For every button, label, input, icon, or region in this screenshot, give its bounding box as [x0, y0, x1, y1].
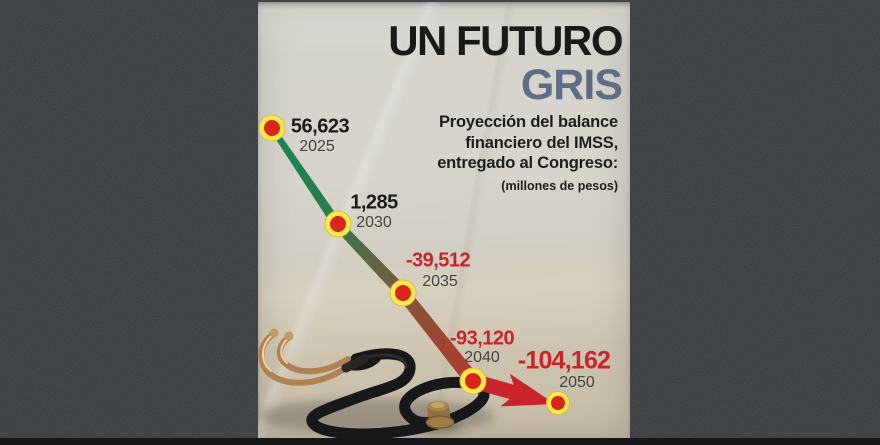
subtitle-line2: financiero del IMSS,	[465, 133, 618, 152]
data-point-markers	[258, 114, 570, 415]
value-label-2035: -39,512	[405, 249, 471, 272]
chestpiece	[425, 401, 455, 429]
bottom-shadow-bar	[0, 438, 880, 445]
year-label-2050: 2050	[559, 374, 595, 391]
subtitle-line1: Proyección del balance	[438, 113, 618, 131]
subtitle-line3: entregado al Congreso:	[437, 154, 618, 172]
chart-subtitle: Proyección del balance financiero del IM…	[437, 112, 618, 196]
marker-2035	[389, 279, 417, 307]
headline-line1: UN FUTURO	[388, 17, 623, 64]
units-note: (millones de pesos)	[501, 178, 618, 193]
value-label-2040: -93,120	[449, 327, 515, 350]
marker-2040	[459, 367, 487, 395]
infographic-panel: UN FUTURO GRIS Proyección del balance fi…	[258, 2, 630, 438]
value-label-2025: 56,623	[290, 115, 350, 138]
headline: UN FUTURO GRIS	[388, 17, 623, 109]
year-label-2025: 2025	[299, 138, 335, 155]
marker-2025	[258, 114, 286, 142]
stethoscope-image	[258, 328, 494, 438]
year-label-2030: 2030	[356, 214, 392, 231]
value-label-2030: 1,285	[350, 191, 398, 214]
value-label-2050: -104,162	[517, 346, 611, 375]
year-label-2035: 2035	[422, 273, 458, 290]
year-label-2040: 2040	[464, 349, 500, 366]
headline-line2: GRIS	[520, 61, 623, 109]
trend-chart	[258, 114, 570, 438]
marker-2030	[324, 210, 352, 238]
marker-2050	[546, 391, 570, 415]
